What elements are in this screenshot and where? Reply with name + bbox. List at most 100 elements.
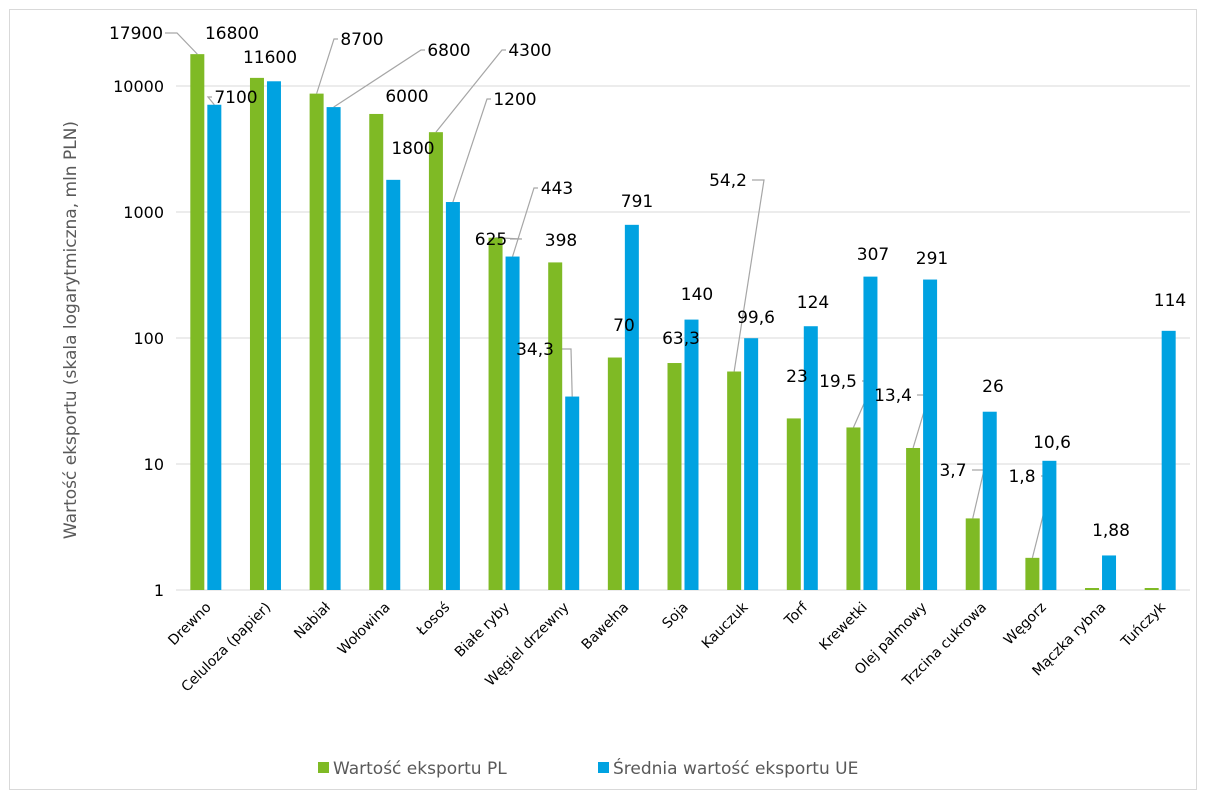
category-label: Wołowina — [335, 600, 394, 659]
data-label-pl: 398 — [545, 231, 577, 251]
leader-line — [316, 38, 338, 94]
data-label-pl: 625 — [475, 230, 507, 250]
data-labels: 17900 7100 11600 8700 6800 6000 1800 4300 1200 62… — [109, 24, 1186, 541]
y-tick-label: 1 — [154, 581, 164, 600]
bar-ue — [565, 396, 580, 590]
data-label-ue: 114 — [1154, 291, 1186, 311]
bar-ue — [624, 224, 639, 590]
legend-label-ue: Średnia wartość eksportu UE — [613, 757, 858, 779]
bar-ue — [386, 179, 401, 590]
bar-pl — [727, 371, 742, 590]
category-label: Tuńczyk — [1118, 599, 1170, 651]
category-label: Łosoś — [413, 600, 453, 640]
bars — [190, 54, 1176, 591]
bar-pl — [488, 237, 503, 590]
leader-line — [452, 98, 491, 203]
data-label-pl: 63,3 — [662, 329, 700, 349]
bar-ue — [1042, 460, 1057, 590]
leader-line — [206, 96, 215, 106]
bar-ue — [326, 107, 341, 590]
legend-label-pl: Wartość eksportu PL — [333, 759, 507, 779]
y-tick-label: 100 — [133, 329, 164, 348]
bar-ue — [1161, 330, 1176, 590]
leader-line — [333, 49, 425, 108]
data-label-pl: 3,7 — [939, 461, 966, 481]
data-label-ue: 34,3 — [516, 340, 554, 360]
legend-swatch-ue — [598, 762, 609, 773]
data-label-ue: 6800 — [427, 41, 470, 61]
data-label-pl: 8700 — [340, 30, 383, 50]
bar-ue — [684, 319, 699, 590]
leader-line — [972, 469, 985, 519]
category-label: Białe ryby — [452, 600, 513, 661]
category-label: Nabiał — [291, 600, 334, 643]
data-label-pl: 4300 — [508, 41, 551, 61]
legend: Wartość eksportu PL Średnia wartość eksp… — [318, 757, 858, 779]
bar-ue — [923, 279, 938, 590]
category-label: Soja — [659, 600, 691, 632]
bar-pl — [906, 447, 921, 590]
leader-line — [435, 49, 506, 133]
bar-pl — [369, 113, 384, 590]
data-label-ue: 140 — [681, 285, 713, 305]
leader-line — [165, 32, 198, 55]
category-label: Węgorz — [1001, 600, 1050, 649]
bar-ue — [505, 256, 520, 590]
data-label-ue: 124 — [797, 293, 829, 313]
data-label-ue: 291 — [916, 249, 948, 269]
leader-line — [495, 237, 523, 240]
data-label-pl: 1,8 — [1008, 467, 1035, 487]
data-label-ue: 443 — [541, 179, 573, 199]
bar-ue — [863, 276, 878, 590]
bar-pl — [190, 54, 205, 591]
data-label-pl: 17900 — [109, 24, 163, 44]
category-label: Kauczuk — [699, 599, 752, 652]
bar-pl — [786, 418, 801, 590]
data-label-ue: 99,6 — [737, 308, 775, 328]
data-label-ue: 1,88 — [1092, 521, 1130, 541]
category-label: Torf — [781, 599, 812, 630]
bar-ue — [803, 326, 818, 590]
bar-ue — [266, 81, 281, 590]
bar-pl — [309, 93, 324, 590]
bar-pl — [428, 132, 443, 590]
leader-line — [559, 348, 573, 397]
data-label-pl: 11600 — [243, 48, 297, 68]
y-tick-label: 10 — [144, 455, 164, 474]
data-label-ue: 307 — [857, 245, 889, 265]
data-label-extra: 16800 — [205, 24, 259, 44]
gridlines — [176, 85, 1190, 591]
data-label-pl: 54,2 — [709, 171, 747, 191]
category-label: Krewetki — [816, 600, 870, 654]
bar-ue — [445, 202, 460, 590]
leader-line — [733, 179, 765, 372]
data-label-ue: 26 — [982, 377, 1004, 397]
category-label: Drewno — [165, 600, 214, 649]
bar-pl — [548, 262, 563, 590]
data-label-pl: 70 — [613, 316, 635, 336]
bar-ue — [982, 411, 997, 590]
legend-swatch-pl — [318, 762, 329, 773]
data-label-ue: 791 — [621, 192, 653, 212]
data-label-ue: 7100 — [214, 88, 257, 108]
leader-line — [511, 187, 538, 257]
y-tick-label: 1000 — [123, 203, 164, 222]
data-label-ue: 1200 — [493, 90, 536, 110]
bar-pl — [1085, 588, 1100, 590]
bar-pl — [607, 357, 622, 590]
bar-ue — [744, 338, 759, 590]
bar-pl — [846, 427, 861, 590]
data-label-pl: 23 — [786, 367, 808, 387]
category-label: Bawełna — [579, 600, 633, 654]
data-label-ue: 1800 — [391, 139, 434, 159]
y-axis-ticks: 1 10 100 1000 10000 — [113, 77, 164, 600]
bar-pl — [965, 518, 980, 590]
y-axis-title: Wartość eksportu (skala logarytmiczna, m… — [61, 121, 81, 539]
bar-pl — [667, 363, 682, 590]
data-label-pl: 13,4 — [874, 386, 912, 406]
bar-ue — [207, 104, 222, 590]
data-label-pl: 6000 — [385, 87, 428, 107]
y-tick-label: 10000 — [113, 77, 164, 96]
